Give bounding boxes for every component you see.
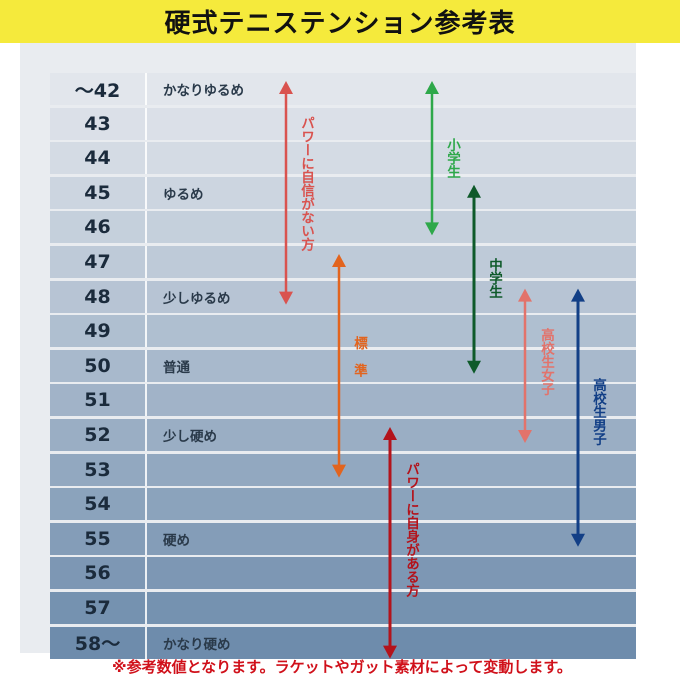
column-divider (145, 453, 147, 486)
tension-value: 52 (84, 424, 111, 446)
tension-value: 43 (84, 112, 111, 135)
range-label: 小学生 (444, 138, 460, 179)
arrow-head-up (571, 288, 585, 302)
tension-label: かなり硬め (163, 636, 231, 653)
arrow-head-up (332, 254, 346, 267)
arrow-head-down (467, 360, 481, 374)
column-divider (145, 626, 147, 659)
column-divider (145, 384, 147, 417)
arrow-head-up (279, 81, 293, 94)
tension-row: 58～ かなり硬め (50, 626, 636, 659)
range-label: 高校生女子 (538, 328, 554, 396)
tension-value: 57 (84, 597, 111, 619)
tension-value: 47 (84, 251, 111, 273)
tension-value: 44 (84, 147, 111, 170)
column-divider (145, 315, 147, 348)
arrow-head-up (383, 427, 397, 440)
column-divider (145, 73, 147, 105)
tension-row: 57 (50, 592, 636, 624)
column-divider (145, 349, 147, 382)
arrow-head-down (518, 430, 532, 443)
tension-value: 46 (84, 216, 111, 239)
tension-value: 50 (84, 354, 111, 377)
arrow-head-down (425, 222, 439, 236)
column-divider (145, 211, 147, 244)
tension-label: かなりゆるめ (163, 83, 244, 99)
column-divider (145, 592, 147, 624)
tension-label: 少しゆるめ (163, 290, 231, 307)
tension-value: 51 (84, 389, 111, 412)
range-label: 標準 (351, 336, 367, 391)
arrow-head-up (467, 184, 481, 198)
tension-row: 55 硬め (50, 522, 636, 555)
tension-row: 51 (50, 384, 636, 417)
tension-value: ～42 (74, 79, 121, 102)
tension-value: 49 (84, 320, 111, 343)
column-divider (145, 107, 147, 140)
tension-row: 48 少しゆるめ (50, 280, 636, 313)
column-divider (145, 557, 147, 590)
arrow-head-down (571, 533, 585, 547)
range-label: 中学生 (486, 258, 502, 299)
tension-label: ゆるめ (163, 186, 204, 203)
tension-row: 49 (50, 315, 636, 348)
tension-row: 46 (50, 211, 636, 244)
tension-value: 58～ (74, 633, 121, 656)
title-bar: 硬式テニステンション参考表 (0, 0, 680, 43)
column-divider (145, 246, 147, 278)
column-divider (145, 522, 147, 555)
column-divider (145, 488, 147, 521)
tension-row: 50 普通 (50, 349, 636, 382)
column-divider (145, 280, 147, 313)
tension-row: 56 (50, 557, 636, 590)
tension-row: 45 ゆるめ (50, 176, 636, 209)
tension-value: 53 (84, 458, 111, 481)
tension-row: 43 (50, 107, 636, 140)
tension-value: 56 (84, 562, 111, 585)
range-label: パワーに自信がない方 (298, 116, 314, 251)
tension-value: 54 (84, 493, 111, 516)
arrow-head-up (425, 81, 439, 94)
arrow-head-down (332, 464, 346, 478)
tension-row: 54 (50, 488, 636, 521)
range-label: パワーに自身がある方 (403, 462, 419, 597)
range-label: 高校生男子 (590, 378, 606, 446)
tension-value: 45 (84, 181, 111, 204)
tension-value: 55 (84, 527, 111, 550)
tension-value: 48 (84, 285, 111, 308)
arrow-head-up (518, 288, 532, 302)
tension-row: ～42 かなりゆるめ (50, 73, 636, 105)
footnote: ※参考数値となります。ラケットやガット素材によって変動します。 (112, 658, 572, 676)
page-title: 硬式テニステンション参考表 (164, 9, 516, 39)
arrow-head-down (383, 645, 397, 659)
column-divider (145, 176, 147, 209)
column-divider (145, 142, 147, 175)
tension-label: 硬め (163, 532, 190, 549)
column-divider (145, 419, 147, 451)
tension-row: 52 少し硬め (50, 419, 636, 451)
arrow-head-down (279, 291, 293, 305)
tension-label: 普通 (163, 359, 190, 376)
tension-label: 少し硬め (163, 429, 217, 445)
tension-row: 44 (50, 142, 636, 175)
